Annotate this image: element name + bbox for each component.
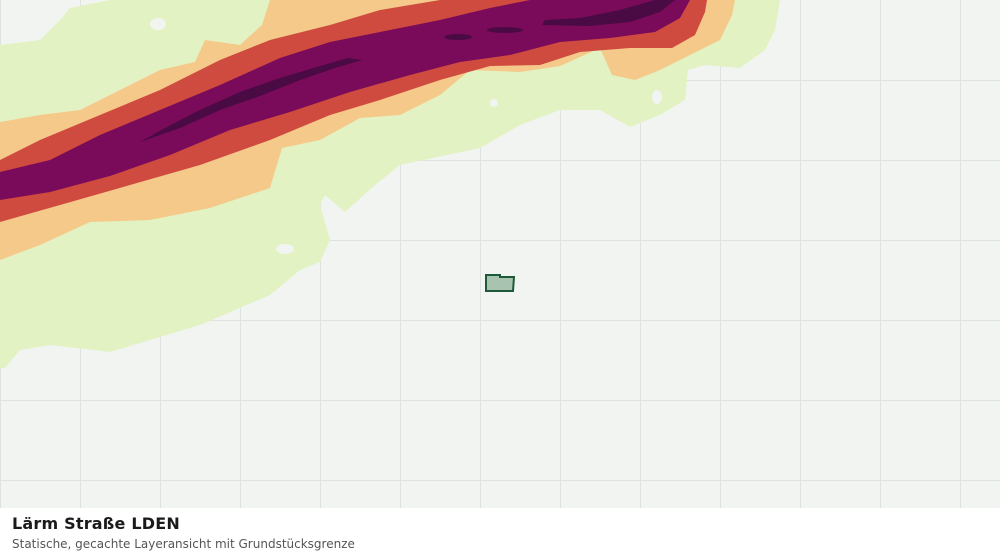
map-gap <box>652 90 662 104</box>
map-gap <box>150 18 166 30</box>
map-gap <box>276 244 294 254</box>
noise-zone-medium <box>0 0 735 260</box>
noise-zone-extreme <box>542 0 675 26</box>
noise-zone-high <box>0 0 707 222</box>
layer-title: Lärm Straße LDEN <box>12 514 180 533</box>
caption: Lärm Straße LDEN Statische, gecachte Lay… <box>12 512 355 551</box>
noise-zone-extreme <box>444 34 472 40</box>
parcel-boundary <box>485 274 516 292</box>
noise-zone-extreme <box>487 27 523 33</box>
layer-subtitle: Statische, gecachte Layeransicht mit Gru… <box>12 537 355 551</box>
noise-zone-very-high <box>0 0 690 200</box>
map-gap <box>490 99 498 107</box>
noise-zone-extreme <box>140 58 362 142</box>
map <box>0 0 1000 508</box>
